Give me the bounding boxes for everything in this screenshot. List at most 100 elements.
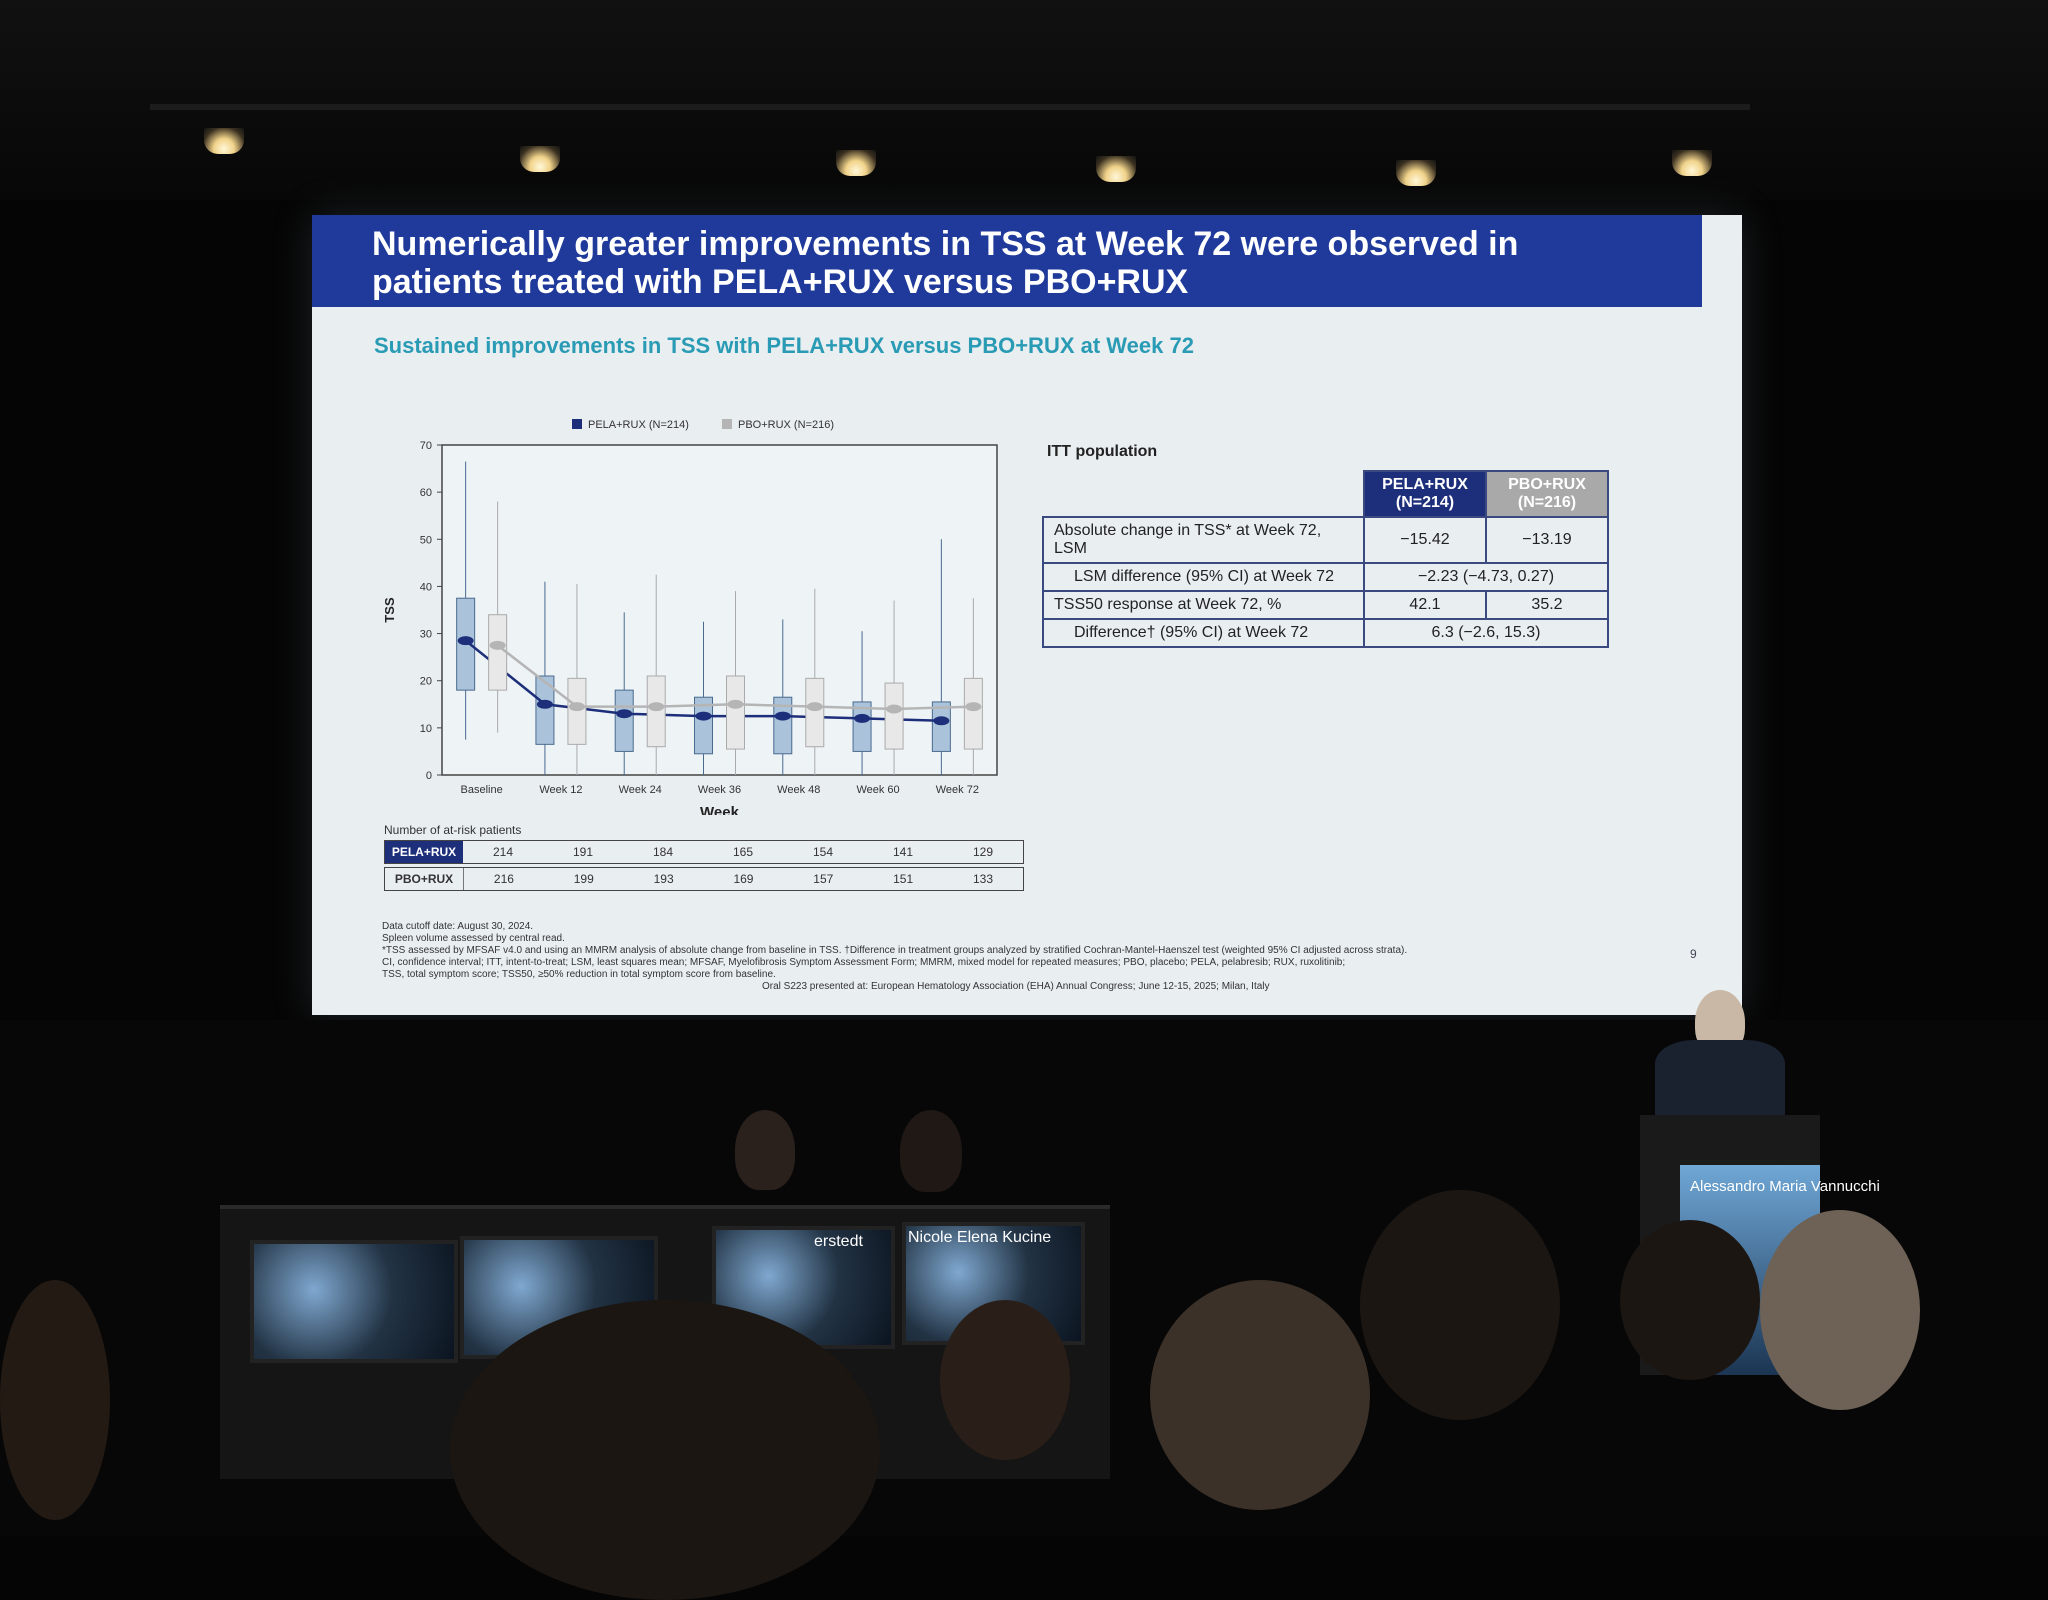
- panelist-head: [735, 1110, 795, 1190]
- itt-header-pbo: PBO+RUX (N=216): [1485, 470, 1609, 518]
- x-tick-label: Week 12: [539, 784, 582, 796]
- at-risk-cell: 129: [972, 845, 994, 859]
- spotlight: [1396, 160, 1436, 186]
- slide-subtitle: Sustained improvements in TSS with PELA+…: [374, 333, 1194, 358]
- spotlight: [836, 150, 876, 176]
- mean-marker: [616, 709, 633, 719]
- podium-name: Alessandro Maria Vannucchi: [1690, 1178, 1880, 1195]
- boxplot-chart: 0 10 20 30 40 50 60 70 TSS Week Baseline Week 12 Wee…: [382, 419, 998, 815]
- spotlight: [204, 128, 244, 154]
- y-tick-label: 10: [420, 723, 432, 735]
- box-iqr: [884, 682, 904, 750]
- box-iqr: [963, 677, 983, 750]
- footnote: Data cutoff date: August 30, 2024.: [382, 921, 534, 932]
- y-tick-label: 50: [420, 534, 432, 546]
- at-risk-row-pela: PELA+RUX 214 191 184 165 154 141 129: [384, 840, 1024, 864]
- at-risk-row-name: PELA+RUX: [385, 841, 463, 863]
- at-risk-cell: 214: [492, 845, 514, 859]
- itt-blank-cell: [1043, 471, 1364, 517]
- nameplate: Nicole Elena Kucine: [908, 1229, 1052, 1246]
- mean-marker: [489, 640, 506, 650]
- x-tick-label: Week 48: [777, 784, 820, 796]
- box-iqr: [646, 675, 666, 748]
- itt-title: ITT population: [1047, 443, 1158, 460]
- legend-label-pela: PELA+RUX (N=214): [588, 419, 689, 431]
- audience-head: [940, 1300, 1070, 1460]
- mean-marker: [774, 711, 791, 721]
- light-rail: [150, 104, 1750, 110]
- box-iqr: [852, 701, 872, 752]
- at-risk-cell: 216: [493, 872, 514, 886]
- x-tick-label: Week 36: [698, 784, 741, 796]
- desk-monitor: [250, 1240, 458, 1363]
- at-risk-cell: 193: [653, 872, 674, 886]
- footnote: Spleen volume assessed by central read.: [382, 933, 565, 944]
- footnote: CI, confidence interval; ITT, intent-to-…: [382, 957, 1346, 968]
- mean-marker: [536, 699, 553, 709]
- y-axis-label: TSS: [382, 597, 397, 623]
- itt-value: 35.2: [1485, 590, 1609, 620]
- box-iqr: [567, 677, 587, 745]
- spotlight: [520, 146, 560, 172]
- legend-label-pbo: PBO+RUX (N=216): [738, 419, 834, 431]
- mean-marker: [854, 713, 871, 723]
- y-tick-label: 70: [420, 440, 432, 452]
- spotlight: [1672, 150, 1712, 176]
- footnotes: Data cutoff date: August 30, 2024. Splee…: [382, 921, 1532, 981]
- x-tick-label: Week 60: [856, 784, 899, 796]
- at-risk-cell: 191: [572, 845, 594, 859]
- at-risk-table: Number of at-risk patients PELA+RUX 214 …: [384, 823, 1024, 891]
- at-risk-cell: 151: [893, 872, 914, 886]
- mean-marker: [933, 716, 950, 726]
- audience-head: [1360, 1190, 1560, 1420]
- at-risk-row-name: PBO+RUX: [385, 868, 464, 890]
- nameplate: erstedt: [814, 1233, 863, 1250]
- at-risk-cell: 199: [573, 872, 594, 886]
- legend-swatch-pbo: [722, 419, 732, 429]
- plot-area: [441, 444, 998, 776]
- at-risk-cell: 169: [733, 872, 754, 886]
- at-risk-label: Number of at-risk patients: [384, 823, 522, 837]
- mean-marker: [886, 704, 903, 714]
- x-tick-label: Baseline: [461, 784, 503, 796]
- footnote: TSS, total symptom score; TSS50, ≥50% re…: [382, 969, 776, 980]
- audience-head: [1760, 1210, 1920, 1410]
- mean-marker: [648, 702, 665, 712]
- box-iqr: [694, 696, 713, 755]
- itt-table: PELA+RUX (N=214) PBO+RUX (N=216) Absolut…: [1042, 470, 1609, 648]
- x-tick-label: Week 24: [619, 784, 662, 796]
- itt-value: −15.42: [1363, 516, 1487, 564]
- itt-header-pela: PELA+RUX (N=214): [1363, 470, 1487, 518]
- audience-head: [1150, 1280, 1370, 1510]
- mean-marker: [806, 702, 823, 712]
- audience-head: [0, 1280, 110, 1520]
- at-risk-cell: 154: [812, 845, 834, 859]
- y-tick-label: 30: [420, 629, 432, 641]
- itt-value: 6.3 (−2.6, 15.3): [1363, 618, 1609, 648]
- slide-title-bar: Numerically greater improvements in TSS …: [312, 215, 1702, 307]
- panelist-head: [900, 1110, 962, 1192]
- x-tick-label: Week 72: [936, 784, 979, 796]
- box-iqr: [931, 701, 951, 752]
- mean-marker: [965, 702, 982, 712]
- slide-title: Numerically greater improvements in TSS …: [372, 225, 1519, 301]
- at-risk-cell: 133: [972, 872, 993, 886]
- itt-value: −13.19: [1485, 516, 1609, 564]
- at-risk-cell: 157: [813, 872, 834, 886]
- y-tick-label: 20: [420, 676, 432, 688]
- legend-swatch-pela: [572, 419, 582, 429]
- oral-note: Oral S223 presented at: European Hematol…: [762, 981, 1270, 992]
- x-axis-label: Week: [700, 804, 740, 815]
- box-iqr: [535, 675, 555, 745]
- ceiling: [0, 0, 2048, 200]
- spotlight: [1096, 156, 1136, 182]
- y-tick-label: 60: [420, 487, 432, 499]
- at-risk-cell: 184: [652, 845, 674, 859]
- box-iqr: [614, 689, 634, 752]
- itt-value: −2.23 (−4.73, 0.27): [1363, 562, 1609, 592]
- itt-row-label: Difference† (95% CI) at Week 72: [1042, 618, 1365, 648]
- at-risk-row-pbo: PBO+RUX 216 199 193 169 157 151 133: [384, 867, 1024, 891]
- box-iqr: [805, 677, 825, 748]
- mean-marker: [727, 699, 744, 709]
- speaker-body: [1655, 1040, 1785, 1120]
